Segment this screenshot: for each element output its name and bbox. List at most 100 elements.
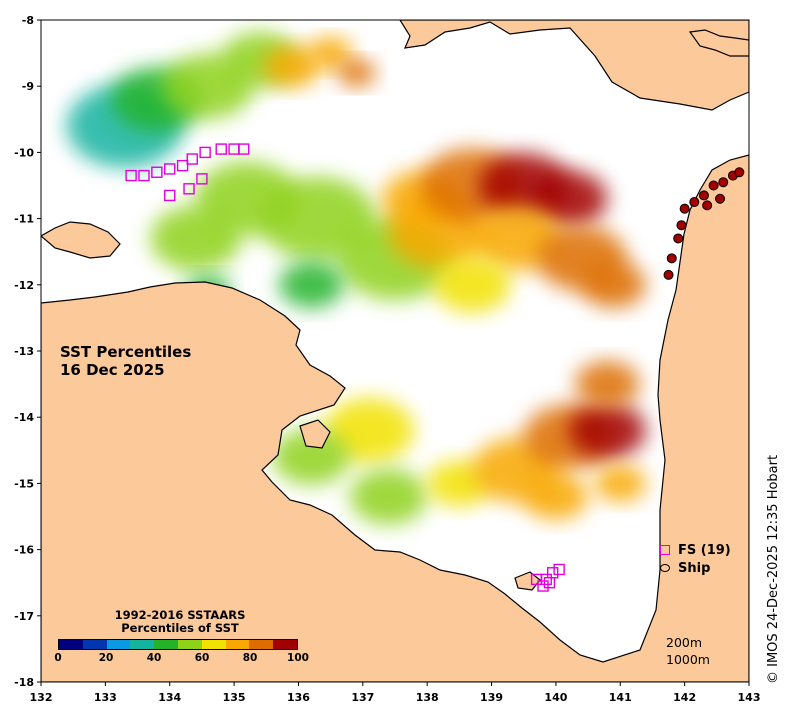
x-tick-label: 136 — [287, 691, 310, 704]
sst-patch — [523, 473, 589, 520]
land-groote-eylandt — [299, 419, 331, 449]
x-tick-label: 137 — [351, 691, 374, 704]
y-tick-label: -8 — [22, 14, 34, 27]
land-new-guinea-east — [688, 29, 749, 57]
sst-patch — [263, 45, 321, 88]
map-title-line1: SST Percentiles — [60, 343, 192, 361]
legend-swatch — [177, 640, 202, 649]
y-tick-label: -18 — [14, 676, 34, 689]
fs-marker — [138, 169, 150, 182]
legend-swatch — [82, 640, 107, 649]
ship-circle-icon — [658, 564, 672, 572]
x-tick-label: 143 — [738, 691, 761, 704]
y-tick-label: -10 — [14, 146, 34, 159]
sst-patch — [433, 256, 511, 313]
fs-marker — [183, 183, 195, 195]
legend-title-line1: 1992-2016 SSTAARS — [114, 608, 246, 622]
x-tick-label: 135 — [223, 691, 246, 704]
land-northern-australia — [41, 154, 749, 682]
marker-key: FS (19) Ship — [658, 541, 731, 577]
sst-patch — [575, 360, 640, 408]
fs-marker — [238, 143, 250, 155]
x-tick-label: 133 — [94, 691, 117, 704]
legend-tick-label: 40 — [146, 652, 162, 664]
ship-marker — [698, 190, 709, 201]
ship-marker — [715, 193, 726, 204]
depth-contour-key: 200m 1000m — [666, 634, 710, 668]
map-title-date: 16 Dec 2025 — [60, 361, 165, 379]
y-tick-label: -15 — [14, 477, 34, 490]
ship-marker — [718, 177, 729, 188]
x-tick-label: 139 — [480, 691, 503, 704]
ship-marker — [708, 180, 719, 191]
legend-swatch — [201, 640, 226, 649]
sst-patch — [581, 261, 647, 308]
fs-marker — [164, 163, 176, 175]
legend-swatch — [249, 640, 274, 649]
fs-marker — [537, 580, 549, 592]
sst-patch — [337, 59, 376, 87]
ship-marker — [676, 220, 687, 231]
y-tick-label: -14 — [14, 411, 34, 424]
fs-marker — [164, 189, 176, 202]
sst-data-layer — [66, 31, 647, 525]
fs-marker — [553, 563, 565, 576]
ship-marker — [702, 200, 713, 211]
ship-marker — [663, 269, 674, 280]
legend-swatch — [59, 640, 83, 649]
x-tick-label: 142 — [673, 691, 696, 704]
y-tick-label: -11 — [14, 213, 34, 226]
fs-marker — [196, 173, 208, 185]
y-tick-label: -9 — [22, 80, 34, 93]
y-tick-label: -13 — [14, 345, 34, 358]
sst-patch — [530, 170, 608, 227]
ship-marker — [666, 253, 677, 264]
sst-patch — [279, 261, 344, 308]
ship-marker — [689, 197, 700, 208]
legend-swatch — [154, 640, 178, 649]
sst-patch — [568, 402, 647, 459]
legend-tick-label: 0 — [54, 652, 62, 664]
fs-marker — [540, 573, 552, 586]
fs-marker — [125, 169, 137, 182]
land-layer — [41, 20, 749, 682]
legend-title-line2: Percentiles of SST — [121, 621, 239, 635]
y-tick-label: -17 — [14, 610, 34, 623]
key-fs-label: FS (19) — [678, 542, 731, 558]
key-row-ship: Ship — [658, 559, 731, 577]
map-title: SST Percentiles 16 Dec 2025 — [60, 343, 191, 379]
x-tick-label: 138 — [416, 691, 439, 704]
sst-patch — [594, 464, 647, 502]
latitude-axis: -8 -9 -10 -11 -12 -13 -14 -15 -16 -17 -18 — [14, 14, 41, 689]
x-tick-label: 141 — [609, 691, 632, 704]
ship-marker-layer — [663, 167, 745, 280]
fs-marker — [199, 146, 211, 159]
y-tick-label: -12 — [14, 279, 34, 292]
ship-marker — [734, 167, 745, 178]
legend-swatch — [225, 640, 250, 649]
legend-swatch — [106, 640, 131, 649]
longitude-axis: 132 133 134 135 136 137 138 139 140 141 142 143 — [30, 682, 761, 704]
fs-marker — [186, 153, 198, 165]
legend-swatch — [130, 640, 155, 649]
land-melville-island — [41, 221, 121, 259]
key-ship-label: Ship — [678, 560, 711, 576]
ship-marker — [673, 233, 684, 244]
legend-swatch — [273, 640, 297, 649]
imos-credit: © IMOS 24-Dec-2025 12:35 Hobart — [766, 454, 781, 684]
legend-ticks: 0 20 40 60 80 100 — [46, 652, 314, 666]
key-row-fs: FS (19) — [658, 541, 731, 559]
x-tick-label: 132 — [30, 691, 53, 704]
x-tick-label: 140 — [544, 691, 567, 704]
fs-marker — [176, 159, 189, 172]
ship-marker — [679, 203, 690, 214]
fs-marker-layer — [125, 143, 565, 592]
contour-200m-label: 200m — [666, 635, 703, 650]
contour-1000m-label: 1000m — [666, 652, 710, 667]
legend-tick-label: 20 — [98, 652, 114, 664]
x-tick-label: 134 — [158, 691, 181, 704]
legend-tick-label: 60 — [194, 652, 210, 664]
fs-marker — [215, 143, 227, 155]
fs-marker — [151, 166, 163, 178]
